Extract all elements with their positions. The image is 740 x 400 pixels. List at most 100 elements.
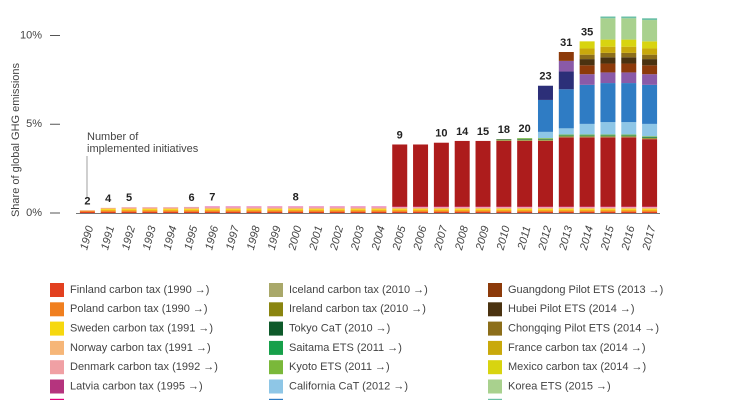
bar-segment [225,207,241,208]
count-label: 6 [188,192,194,204]
bar-segment [642,59,658,66]
bar-segment [600,18,616,40]
bar-segment [392,210,408,212]
bar-segment [558,71,574,90]
bar-segment [496,209,512,211]
legend-label: Latvia carbon tax (1995 →) [70,380,203,392]
legend-swatch [488,321,502,336]
bar-segment [225,207,241,210]
x-tick-label: 2013 [557,224,575,253]
bar-segment [413,209,429,211]
bar-segment [579,136,595,138]
bar-segment [475,207,491,208]
bar-segment [433,207,449,208]
bar-segment [600,16,616,19]
bar-segment [558,60,574,72]
bar-segment [246,207,262,208]
bar-segment [517,140,533,207]
bar-segment [392,209,408,211]
bar-segment [621,207,637,210]
bar-segment [558,210,574,212]
bar-segment [142,210,158,212]
x-tick-label: 2010 [495,224,513,253]
bar-segment [371,209,387,211]
bar-segment [621,134,637,136]
bar-segment [621,39,637,47]
bar-segment [142,207,158,210]
x-tick-label: 2007 [432,224,450,253]
legend-label: Ireland carbon tax (2010 →) [289,303,426,315]
bar-segment [621,211,637,213]
bar-segment [621,63,637,73]
bar-segment [621,135,637,137]
bar-segment [579,41,595,49]
bar-segment [329,207,345,210]
bar-segment [558,207,574,208]
bar-segment [621,16,637,19]
legend-swatch [488,398,502,400]
legend-label: California CaT (2012 →) [289,380,408,392]
annotation: Number of [87,131,139,143]
bar-segment [517,139,533,141]
bar-segment [184,210,200,212]
bar-segment [392,207,408,208]
bar-segment [642,54,658,60]
legend-swatch [488,379,502,394]
bar-segment [142,207,158,208]
bar-segment [621,207,637,208]
legend-label: Hubei Pilot ETS (2014 →) [508,303,635,315]
bar-segment [475,211,491,213]
bar-segment [642,209,658,211]
bar-segment [558,211,574,213]
bar-segment [517,138,533,139]
bar-segment [267,211,283,213]
annotation: implemented initiatives [87,143,199,155]
bar-segment [621,83,637,123]
bar-segment [246,211,262,213]
bar-segment [621,136,637,137]
count-label: 14 [456,126,469,138]
bar-segment [184,207,200,210]
bar-segment [558,207,574,210]
bar-segment [413,144,429,207]
bar-segment [371,210,387,212]
x-tick-label: 2014 [578,225,596,253]
bar-segment [537,207,553,208]
x-tick-label: 1997 [224,224,242,252]
count-label: 7 [209,192,215,204]
bar-segment [184,209,200,211]
x-tick-label: 1993 [141,224,159,252]
bar-segment [642,211,658,213]
count-label: 20 [519,123,531,135]
bar-segment [558,89,574,129]
bar-segment [558,137,574,207]
bar-segment [496,207,512,210]
bar-segment [600,72,616,84]
bar-segment [246,209,262,211]
y-tick-label: 0% [26,207,42,219]
count-label: 9 [397,129,403,141]
bar-segment [308,210,324,212]
bar-segment [537,210,553,212]
count-label: 2 [84,195,90,207]
bar-segment [475,210,491,212]
bar-segment [433,211,449,213]
bar-segment [558,128,574,135]
bar-segment [537,138,553,139]
x-tick-label: 2006 [411,224,429,253]
x-tick-label: 2001 [307,225,325,253]
bar-segment [142,209,158,211]
bar-segment [267,210,283,212]
legend-label: Sweden carbon tax (1991 →) [70,323,213,335]
x-tick-label: 2002 [328,225,346,253]
legend-swatch [269,379,283,394]
bar-segment [267,207,283,208]
bar-segment [517,207,533,208]
legend-swatch [488,360,502,375]
legend-label: Guangdong Pilot ETS (2013 →) [508,284,663,296]
y-tick-label: 5% [26,118,42,130]
bar-segment [537,139,553,140]
bar-segment [579,211,595,213]
bar-segment [350,207,366,208]
